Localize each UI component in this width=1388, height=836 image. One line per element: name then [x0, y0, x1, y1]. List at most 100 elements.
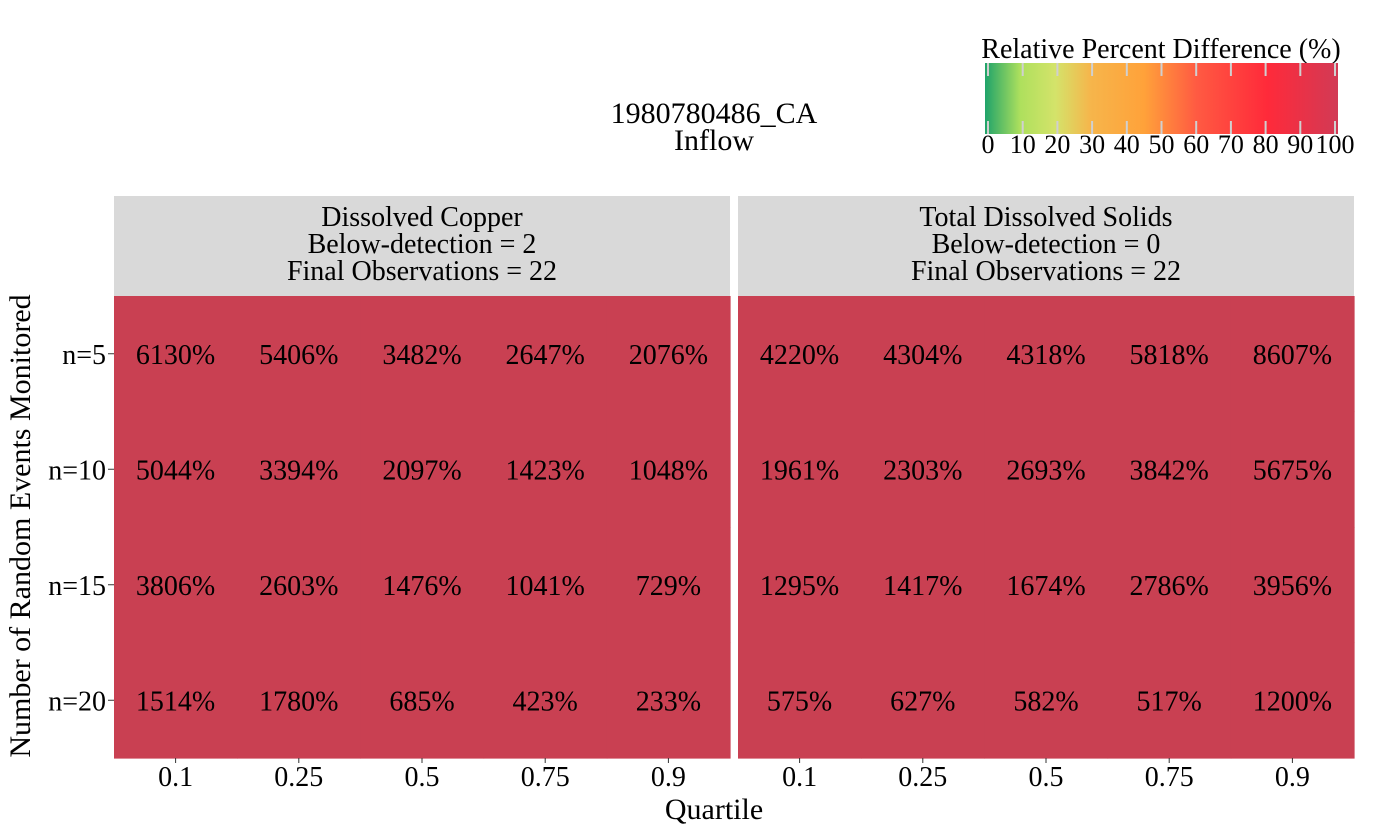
cell-value-label: 4318% — [1006, 340, 1085, 371]
cell-value-label: 3842% — [1130, 455, 1209, 486]
cell-value-label: 1417% — [883, 571, 962, 602]
cell-value-label: 2303% — [883, 455, 962, 486]
cell-value-label: 3482% — [382, 340, 461, 371]
facet-header-line: Total Dissolved Solids — [919, 202, 1172, 233]
colorbar-tick-label: 20 — [1044, 130, 1070, 159]
cell-value-label: 1961% — [760, 455, 839, 486]
cell-value-label: 729% — [636, 571, 701, 602]
x-tick-label: 0.5 — [405, 762, 440, 793]
cell-value-label: 5044% — [136, 455, 215, 486]
cell-value-label: 4304% — [883, 340, 962, 371]
facet-header-line: Dissolved Copper — [321, 202, 523, 233]
y-axis-label: Number of Random Events Monitored — [4, 294, 37, 757]
cell-value-label: 2693% — [1006, 455, 1085, 486]
cell-value-label: 1295% — [760, 571, 839, 602]
heatmap-cell — [114, 642, 238, 759]
chart-subtitle: Inflow — [674, 124, 754, 157]
heatmap-cell — [114, 411, 238, 528]
cell-value-label: 2647% — [506, 340, 585, 371]
heatmap-cell — [984, 296, 1109, 413]
heatmap-cell — [984, 527, 1109, 644]
colorbar-tick-label: 10 — [1010, 130, 1036, 159]
heatmap-cell — [984, 642, 1109, 759]
y-tick-label: n=20 — [48, 686, 106, 717]
colorbar-tick-label: 0 — [982, 130, 995, 159]
heatmap-cell — [1107, 642, 1232, 759]
cell-value-label: 1200% — [1253, 686, 1332, 717]
cell-value-label: 1514% — [136, 686, 215, 717]
cell-value-label: 4220% — [760, 340, 839, 371]
cell-value-label: 6130% — [136, 340, 215, 371]
heatmap-cell — [360, 527, 485, 644]
heatmap-cell — [114, 527, 238, 644]
heatmap-cell — [1230, 296, 1355, 413]
colorbar: Relative Percent Difference (%) 0 10 20 30 4… — [981, 34, 1354, 159]
x-tick-label: 0.75 — [521, 762, 570, 793]
heatmap-cell — [1107, 411, 1232, 528]
cell-value-label: 517% — [1137, 686, 1202, 717]
y-axis: n=5 n=10 n=15 n=20 — [48, 340, 114, 717]
cell-value-label: 2603% — [259, 571, 338, 602]
facet-header-line: Final Observations = 22 — [911, 256, 1181, 287]
heatmap-cell — [1230, 527, 1355, 644]
heatmap-cell — [861, 527, 985, 644]
cell-value-label: 3806% — [136, 571, 215, 602]
heatmap-cell — [237, 527, 361, 644]
x-tick-label: 0.75 — [1145, 762, 1194, 793]
cell-value-label: 423% — [513, 686, 578, 717]
heatmap-cell — [483, 411, 608, 528]
x-tick-label: 0.9 — [1275, 762, 1310, 793]
colorbar-tick-label: 100 — [1316, 130, 1355, 159]
cell-value-label: 685% — [389, 686, 454, 717]
x-tick-label: 0.1 — [158, 762, 193, 793]
cell-value-label: 3956% — [1253, 571, 1332, 602]
cell-value-label: 1476% — [382, 571, 461, 602]
heatmap-cell — [861, 411, 985, 528]
facet-header-line: Final Observations = 22 — [287, 256, 557, 287]
cell-value-label: 1780% — [259, 686, 338, 717]
heatmap-cell — [738, 411, 862, 528]
cell-value-label: 1048% — [629, 455, 708, 486]
cell-value-label: 5818% — [1130, 340, 1209, 371]
colorbar-tick-label: 60 — [1183, 130, 1209, 159]
colorbar-tick-label: 30 — [1079, 130, 1105, 159]
chart-title: 1980780486_CA — [611, 97, 818, 130]
heatmap-cell — [237, 642, 361, 759]
heatmap-cell — [738, 527, 862, 644]
cell-value-label: 2097% — [382, 455, 461, 486]
heatmap-cell — [606, 527, 731, 644]
heatmap-cell — [483, 527, 608, 644]
y-tick-label: n=5 — [62, 340, 106, 371]
cell-value-label: 575% — [767, 686, 832, 717]
y-tick-label: n=15 — [48, 571, 106, 602]
cell-value-label: 5406% — [259, 340, 338, 371]
facet-header — [114, 196, 730, 296]
heatmap-cell — [1107, 527, 1232, 644]
colorbar-tick-label: 90 — [1287, 130, 1313, 159]
heatmap-cell — [606, 296, 731, 413]
cell-value-label: 1423% — [506, 455, 585, 486]
heatmap-cell — [483, 642, 608, 759]
x-tick-label: 0.9 — [651, 762, 686, 793]
heatmap-cell — [114, 296, 238, 413]
facet-header-line: Below-detection = 0 — [932, 229, 1161, 260]
cell-value-label: 1041% — [506, 571, 585, 602]
heatmap-cell — [738, 642, 862, 759]
facet-header-line: Below-detection = 2 — [308, 229, 537, 260]
cell-value-label: 627% — [890, 686, 955, 717]
cell-value-label: 233% — [636, 686, 701, 717]
cell-value-label: 3394% — [259, 455, 338, 486]
heatmap-cell — [483, 296, 608, 413]
heatmap-cell — [738, 296, 862, 413]
facet-header — [738, 196, 1354, 296]
heatmap-cell — [237, 296, 361, 413]
heatmap-cell — [861, 642, 985, 759]
colorbar-tick-label: 70 — [1218, 130, 1244, 159]
colorbar-tick-label: 80 — [1253, 130, 1279, 159]
x-tick-label: 0.25 — [274, 762, 323, 793]
cell-value-label: 5675% — [1253, 455, 1332, 486]
heatmap-cell — [1230, 642, 1355, 759]
